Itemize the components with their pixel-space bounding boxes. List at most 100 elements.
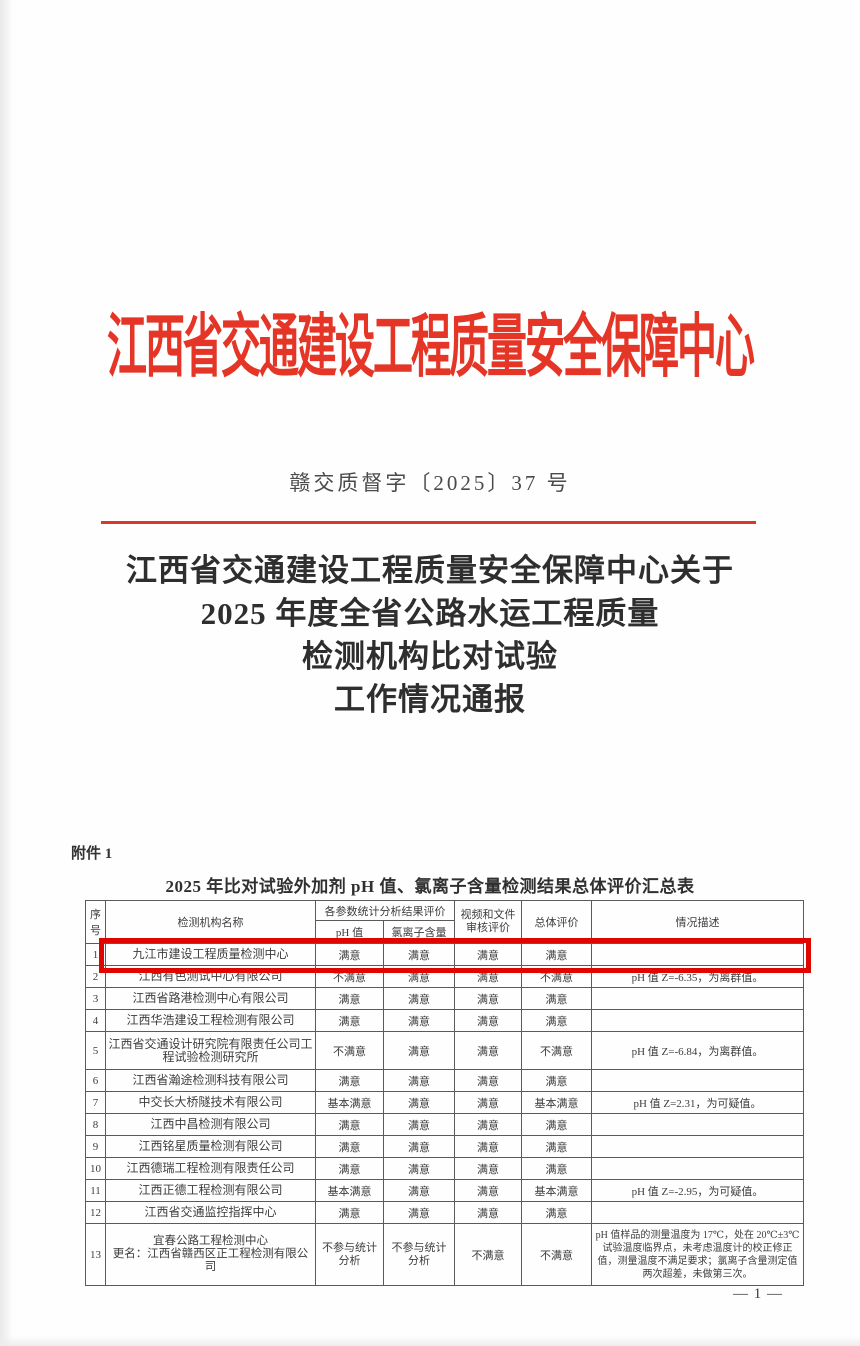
cell-org: 江西有色测试中心有限公司 (105, 965, 316, 988)
table-row: 9 江西铭星质量检测有限公司 满意 满意 满意 满意 (85, 1135, 804, 1158)
cell-chloride: 满意 (383, 943, 455, 966)
cell-ph: 满意 (315, 1009, 384, 1032)
red-divider-line (101, 521, 756, 524)
cell-audit: 满意 (454, 1069, 522, 1092)
cell-org: 江西铭星质量检测有限公司 (105, 1135, 316, 1158)
cell-seq: 7 (85, 1091, 106, 1114)
main-title-line-2: 2025 年度全省公路水运工程质量 (200, 596, 660, 631)
header-row-1: 序号 检测机构名称 各参数统计分析结果评价 视频和文件 审核评价 总体评价 情况… (85, 900, 804, 944)
cell-ph: 基本满意 (315, 1091, 384, 1114)
cell-chloride: 满意 (383, 1157, 455, 1180)
cell-audit: 满意 (454, 943, 522, 966)
cell-desc: pH 值 Z=2.31，为可疑值。 (591, 1091, 804, 1114)
cell-org: 九江市建设工程质量检测中心 (105, 943, 316, 966)
cell-ph: 满意 (315, 1135, 384, 1158)
cell-org: 中交长大桥隧技术有限公司 (105, 1091, 316, 1114)
cell-chloride: 满意 (383, 1091, 455, 1114)
cell-ph: 满意 (315, 1069, 384, 1092)
results-table: 序号 检测机构名称 各参数统计分析结果评价 视频和文件 审核评价 总体评价 情况… (85, 900, 804, 1286)
cell-seq: 6 (85, 1069, 106, 1092)
cell-overall: 满意 (521, 1009, 592, 1032)
cell-chloride: 满意 (383, 1009, 455, 1032)
cell-audit: 满意 (454, 1179, 522, 1202)
cell-desc: pH 值 Z=-2.95，为可疑值。 (591, 1179, 804, 1202)
cell-chloride: 满意 (383, 1201, 455, 1224)
cell-overall: 基本满意 (521, 1179, 592, 1202)
cell-chloride: 满意 (383, 1069, 455, 1092)
main-title: 江西省交通建设工程质量安全保障中心关于 2025 年度全省公路水运工程质量 检测… (0, 549, 860, 721)
header-overall: 总体评价 (521, 900, 592, 944)
cell-audit: 满意 (454, 1201, 522, 1224)
attachment-label: 附件 1 (71, 846, 113, 862)
table-row: 3 江西省路港检测中心有限公司 满意 满意 满意 满意 (85, 987, 804, 1010)
cell-chloride: 不参与统计 分析 (383, 1223, 455, 1286)
cell-overall: 满意 (521, 1157, 592, 1180)
cell-overall: 满意 (521, 1201, 592, 1224)
table-row: 12 江西省交通监控指挥中心 满意 满意 满意 满意 (85, 1201, 804, 1224)
cell-overall: 满意 (521, 943, 592, 966)
cell-audit: 满意 (454, 987, 522, 1010)
main-title-line-4: 工作情况通报 (334, 682, 526, 717)
cell-overall: 满意 (521, 1113, 592, 1136)
cell-ph: 满意 (315, 943, 384, 966)
table-row: 11 江西正德工程检测有限公司 基本满意 满意 满意 基本满意 pH 值 Z=-… (85, 1179, 804, 1202)
cell-org: 江西省交通监控指挥中心 (105, 1201, 316, 1224)
table-row: 4 江西华浩建设工程检测有限公司 满意 满意 满意 满意 (85, 1009, 804, 1032)
table-row: 8 江西中昌检测有限公司 满意 满意 满意 满意 (85, 1113, 804, 1136)
cell-ph: 满意 (315, 987, 384, 1010)
cell-org: 江西正德工程检测有限公司 (105, 1179, 316, 1202)
cell-ph: 基本满意 (315, 1179, 384, 1202)
cell-audit: 满意 (454, 1091, 522, 1114)
header-audit: 视频和文件 审核评价 (454, 900, 522, 944)
cell-desc (591, 1201, 804, 1224)
cell-seq: 4 (85, 1009, 106, 1032)
cell-audit: 满意 (454, 1113, 522, 1136)
cell-chloride: 满意 (383, 1135, 455, 1158)
cell-seq: 1 (85, 943, 106, 966)
table-row: 13 宜春公路工程检测中心 更名：江西省赣西区正工程检测有限公司 不参与统计 分… (85, 1223, 804, 1286)
cell-desc: pH 值样品的测量温度为 17℃，处在 20℃±3℃ 试验温度临界点，未考虑温度… (591, 1223, 804, 1286)
document-number: 赣交质督字〔2025〕37 号 (289, 471, 571, 495)
table-row: 5 江西省交通设计研究院有限责任公司工程试验检测研究所 不满意 满意 满意 不满… (85, 1031, 804, 1070)
cell-seq: 8 (85, 1113, 106, 1136)
cell-ph: 满意 (315, 1157, 384, 1180)
letterhead-title: 江西省交通建设工程质量安全保障中心 (107, 308, 755, 386)
cell-overall: 满意 (521, 987, 592, 1010)
page-number: — 1 — (733, 1286, 783, 1302)
cell-org: 宜春公路工程检测中心 更名：江西省赣西区正工程检测有限公司 (105, 1223, 316, 1286)
cell-desc (591, 1069, 804, 1092)
cell-audit: 满意 (454, 1135, 522, 1158)
cell-desc (591, 1113, 804, 1136)
cell-audit: 满意 (454, 965, 522, 988)
main-title-line-1: 江西省交通建设工程质量安全保障中心关于 (126, 553, 734, 588)
cell-seq: 3 (85, 987, 106, 1010)
cell-seq: 2 (85, 965, 106, 988)
cell-overall: 不满意 (521, 965, 592, 988)
header-org: 检测机构名称 (105, 900, 316, 944)
table-row: 2 江西有色测试中心有限公司 不满意 满意 满意 不满意 pH 值 Z=-6.3… (85, 965, 804, 988)
cell-org: 江西德瑞工程检测有限责任公司 (105, 1157, 316, 1180)
table-row: 7 中交长大桥隧技术有限公司 基本满意 满意 满意 基本满意 pH 值 Z=2.… (85, 1091, 804, 1114)
header-ph: pH 值 (315, 920, 384, 944)
cell-desc (591, 1157, 804, 1180)
cell-overall: 不满意 (521, 1031, 592, 1070)
cell-org: 江西华浩建设工程检测有限公司 (105, 1009, 316, 1032)
cell-org: 江西省交通设计研究院有限责任公司工程试验检测研究所 (105, 1031, 316, 1070)
table-row: 6 江西省瀚途检测科技有限公司 满意 满意 满意 满意 (85, 1069, 804, 1092)
cell-desc (591, 943, 804, 966)
cell-audit: 满意 (454, 1157, 522, 1180)
cell-chloride: 满意 (383, 1031, 455, 1070)
cell-overall: 不满意 (521, 1223, 592, 1286)
cell-overall: 基本满意 (521, 1091, 592, 1114)
cell-chloride: 满意 (383, 987, 455, 1010)
header-seq: 序号 (85, 900, 106, 944)
cell-chloride: 满意 (383, 965, 455, 988)
header-chloride: 氯离子含量 (383, 920, 455, 944)
table-row-highlighted: 1 九江市建设工程质量检测中心 满意 满意 满意 满意 (85, 943, 804, 966)
summary-table-title: 2025 年比对试验外加剂 pH 值、氯离子含量检测结果总体评价汇总表 (165, 877, 695, 896)
cell-seq: 10 (85, 1157, 106, 1180)
cell-org: 江西中昌检测有限公司 (105, 1113, 316, 1136)
cell-seq: 11 (85, 1179, 106, 1202)
cell-overall: 满意 (521, 1069, 592, 1092)
